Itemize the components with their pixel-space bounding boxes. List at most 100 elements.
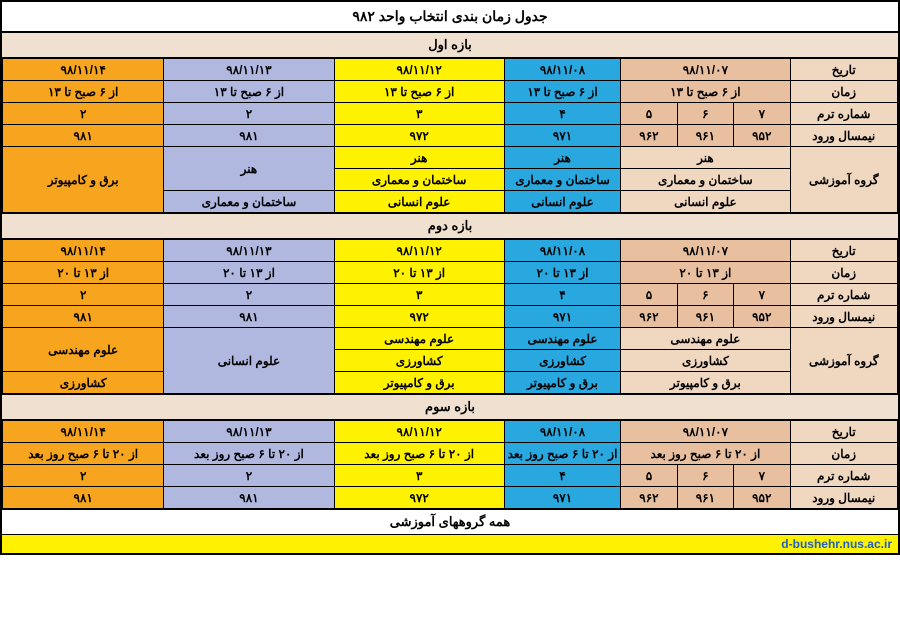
cell: از ۱۳ تا ۲۰: [621, 262, 790, 284]
cell: ۹۸۱: [3, 125, 164, 147]
cell: از ۶ صبح تا ۱۳: [621, 81, 790, 103]
row-label: شماره ترم: [790, 465, 898, 487]
cell: ۹۶۲: [621, 125, 677, 147]
table-row: نیمسال ورود ۹۵۲ ۹۶۱ ۹۶۲ ۹۷۱ ۹۷۲ ۹۸۱ ۹۸۱: [3, 487, 898, 509]
cell: از ۲۰ تا ۶ صبح روز بعد: [621, 443, 790, 465]
cell: ۳: [334, 103, 504, 125]
cell: ۹۷۲: [334, 306, 504, 328]
cell: ۲: [164, 284, 334, 306]
cell: ۹۷۱: [504, 487, 620, 509]
cell: ۵: [621, 103, 677, 125]
page-title: جدول زمان بندی انتخاب واحد ۹۸۲: [2, 2, 898, 32]
cell: از ۱۳ تا ۲۰: [504, 262, 620, 284]
cell: علوم مهندسی: [334, 328, 504, 350]
cell: از ۶ صبح تا ۱۳: [3, 81, 164, 103]
cell: ۹۸/۱۱/۰۸: [504, 240, 620, 262]
cell: از ۱۳ تا ۲۰: [164, 262, 334, 284]
cell: ۲: [3, 284, 164, 306]
cell: ۲: [164, 103, 334, 125]
table-row: شماره ترم ۷ ۶ ۵ ۴ ۳ ۲ ۲: [3, 103, 898, 125]
cell: از ۲۰ تا ۶ صبح روز بعد: [334, 443, 504, 465]
cell: ۹۸/۱۱/۱۲: [334, 421, 504, 443]
table-row: زمان از ۶ صبح تا ۱۳ از ۶ صبح تا ۱۳ از ۶ …: [3, 81, 898, 103]
cell: ۹۸/۱۱/۰۸: [504, 421, 620, 443]
section-3-table: تاریخ ۹۸/۱۱/۰۷ ۹۸/۱۱/۰۸ ۹۸/۱۱/۱۲ ۹۸/۱۱/۱…: [2, 420, 898, 509]
cell: هنر: [164, 147, 334, 191]
cell: ساختمان و معماری: [334, 169, 504, 191]
cell: ۷: [734, 103, 790, 125]
table-row: شماره ترم ۷ ۶ ۵ ۴ ۳ ۲ ۲: [3, 284, 898, 306]
cell: ۹۷۲: [334, 487, 504, 509]
cell: برق و کامپیوتر: [3, 147, 164, 213]
row-label: نیمسال ورود: [790, 487, 898, 509]
table-row: شماره ترم ۷ ۶ ۵ ۴ ۳ ۲ ۲: [3, 465, 898, 487]
cell: ۹۸۱: [3, 487, 164, 509]
table-row: تاریخ ۹۸/۱۱/۰۷ ۹۸/۱۱/۰۸ ۹۸/۱۱/۱۲ ۹۸/۱۱/۱…: [3, 421, 898, 443]
cell: ۹۵۲: [734, 125, 790, 147]
cell: ۴: [504, 465, 620, 487]
cell: از ۲۰ تا ۶ صبح روز بعد: [3, 443, 164, 465]
cell: ۲: [3, 103, 164, 125]
cell: ۲: [164, 465, 334, 487]
cell: علوم مهندسی: [504, 328, 620, 350]
section-2-table: تاریخ ۹۸/۱۱/۰۷ ۹۸/۱۱/۰۸ ۹۸/۱۱/۱۲ ۹۸/۱۱/۱…: [2, 239, 898, 394]
cell: ۹۸۱: [164, 306, 334, 328]
cell: ۹۵۲: [734, 306, 790, 328]
cell: ۲: [3, 465, 164, 487]
schedule-table: جدول زمان بندی انتخاب واحد ۹۸۲ بازه اول …: [0, 0, 900, 555]
cell: کشاورزی: [334, 350, 504, 372]
cell: از ۶ صبح تا ۱۳: [334, 81, 504, 103]
section-2-header: بازه دوم: [2, 213, 898, 239]
cell: کشاورزی: [3, 372, 164, 394]
cell: ۳: [334, 284, 504, 306]
cell: ۵: [621, 284, 677, 306]
cell: ۹۸/۱۱/۱۴: [3, 421, 164, 443]
row-label: تاریخ: [790, 421, 898, 443]
row-label: گروه آموزشی: [790, 328, 898, 394]
cell: کشاورزی: [504, 350, 620, 372]
cell: هنر: [334, 147, 504, 169]
cell: ۷: [734, 284, 790, 306]
cell: ۹۸/۱۱/۱۳: [164, 240, 334, 262]
row-label: تاریخ: [790, 59, 898, 81]
cell: ۶: [677, 465, 733, 487]
table-row: برق و کامپیوتر برق و کامپیوتر برق و کامپ…: [3, 372, 898, 394]
row-label: تاریخ: [790, 240, 898, 262]
cell: ۹۸/۱۱/۰۷: [621, 59, 790, 81]
cell: ۹۸/۱۱/۰۷: [621, 421, 790, 443]
cell: علوم انسانی: [334, 191, 504, 213]
cell: ۴: [504, 103, 620, 125]
cell: ساختمان و معماری: [504, 169, 620, 191]
cell: از ۱۳ تا ۲۰: [334, 262, 504, 284]
cell: ۹۷۱: [504, 125, 620, 147]
section-3-header: بازه سوم: [2, 394, 898, 420]
cell: ۹۸۱: [164, 125, 334, 147]
cell: برق و کامپیوتر: [504, 372, 620, 394]
cell: ۹۸/۱۱/۱۴: [3, 240, 164, 262]
cell: ۹۶۲: [621, 306, 677, 328]
row-label: شماره ترم: [790, 284, 898, 306]
cell: ۹۸/۱۱/۱۲: [334, 59, 504, 81]
cell: ۹۷۲: [334, 125, 504, 147]
cell: از ۲۰ تا ۶ صبح روز بعد: [504, 443, 620, 465]
cell: ۹۸/۱۱/۱۲: [334, 240, 504, 262]
cell: علوم انسانی: [504, 191, 620, 213]
row-label: نیمسال ورود: [790, 306, 898, 328]
cell: ۹۶۲: [621, 487, 677, 509]
table-row: گروه آموزشی علوم مهندسی علوم مهندسی علوم…: [3, 328, 898, 350]
cell: ۹۸/۱۱/۱۳: [164, 59, 334, 81]
cell: هنر: [504, 147, 620, 169]
cell: ۹۸/۱۱/۰۷: [621, 240, 790, 262]
cell: ۹۸/۱۱/۱۴: [3, 59, 164, 81]
cell: ۹۵۲: [734, 487, 790, 509]
cell: ۹۶۱: [677, 125, 733, 147]
cell: ۶: [677, 103, 733, 125]
row-label: نیمسال ورود: [790, 125, 898, 147]
cell: ۹۸/۱۱/۱۳: [164, 421, 334, 443]
cell: برق و کامپیوتر: [334, 372, 504, 394]
cell: ساختمان و معماری: [621, 169, 790, 191]
cell: علوم مهندسی: [621, 328, 790, 350]
section-1-header: بازه اول: [2, 32, 898, 58]
row-label: زمان: [790, 81, 898, 103]
cell: از ۶ صبح تا ۱۳: [504, 81, 620, 103]
